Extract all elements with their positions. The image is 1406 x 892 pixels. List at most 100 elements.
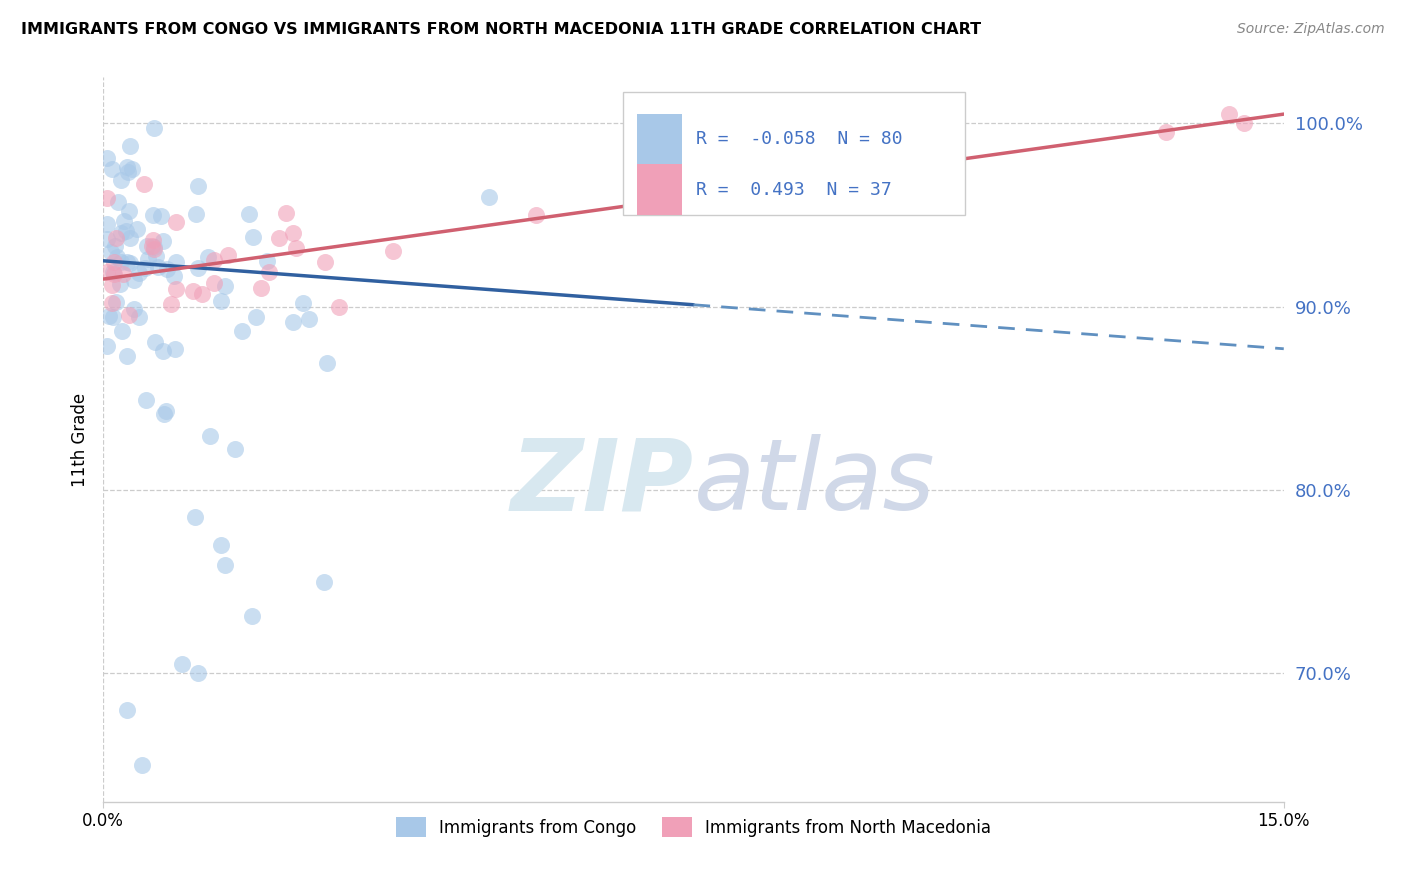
- Point: [143, 335, 166, 350]
- Point: [110, 173, 132, 187]
- Point: [118, 308, 141, 322]
- Point: [101, 265, 124, 279]
- Point: [240, 608, 263, 623]
- Point: [478, 189, 501, 203]
- Point: [143, 240, 166, 254]
- Point: [231, 324, 253, 338]
- Point: [105, 231, 128, 245]
- Point: [281, 315, 304, 329]
- Point: [214, 279, 236, 293]
- Point: [238, 207, 260, 221]
- Text: IMMIGRANTS FROM CONGO VS IMMIGRANTS FROM NORTH MACEDONIA 11TH GRADE CORRELATION : IMMIGRANTS FROM CONGO VS IMMIGRANTS FROM…: [21, 22, 981, 37]
- Point: [217, 248, 239, 262]
- Point: [160, 297, 183, 311]
- Point: [101, 277, 124, 292]
- Point: [105, 250, 128, 264]
- Point: [103, 310, 125, 325]
- Point: [97, 310, 120, 324]
- Point: [110, 227, 132, 241]
- Point: [314, 255, 336, 269]
- Point: [291, 295, 314, 310]
- Point: [183, 284, 205, 298]
- Point: [274, 206, 297, 220]
- Point: [96, 231, 118, 245]
- Point: [328, 300, 350, 314]
- Point: [149, 209, 172, 223]
- Point: [125, 221, 148, 235]
- Point: [382, 244, 405, 258]
- Point: [1218, 107, 1240, 121]
- Point: [118, 256, 141, 270]
- Point: [96, 151, 118, 165]
- Point: [155, 404, 177, 418]
- Point: [121, 162, 143, 177]
- Point: [135, 392, 157, 407]
- Point: [100, 245, 122, 260]
- Point: [96, 338, 118, 352]
- Text: atlas: atlas: [693, 434, 935, 532]
- Point: [96, 191, 118, 205]
- Point: [524, 208, 547, 222]
- Text: ZIP: ZIP: [510, 434, 693, 532]
- Point: [209, 293, 232, 308]
- Point: [117, 165, 139, 179]
- Point: [124, 302, 146, 317]
- Point: [202, 252, 225, 267]
- Text: R =  -0.058  N = 80: R = -0.058 N = 80: [696, 130, 903, 148]
- Point: [96, 264, 118, 278]
- Point: [249, 281, 271, 295]
- Point: [256, 254, 278, 268]
- Point: [761, 189, 783, 203]
- Point: [198, 428, 221, 442]
- Point: [120, 139, 142, 153]
- Point: [298, 312, 321, 326]
- Point: [134, 177, 156, 191]
- Bar: [637, 113, 682, 164]
- Point: [122, 273, 145, 287]
- Point: [101, 296, 124, 310]
- Point: [142, 208, 165, 222]
- Point: [242, 229, 264, 244]
- Point: [918, 171, 941, 186]
- Point: [115, 350, 138, 364]
- Point: [120, 230, 142, 244]
- Point: [1154, 125, 1177, 139]
- Point: [152, 408, 174, 422]
- Text: Source: ZipAtlas.com: Source: ZipAtlas.com: [1237, 22, 1385, 37]
- Point: [186, 261, 208, 276]
- Bar: [623, 92, 965, 215]
- Point: [187, 179, 209, 194]
- Point: [1233, 116, 1256, 130]
- Point: [202, 276, 225, 290]
- Point: [186, 207, 208, 221]
- Point: [163, 269, 186, 284]
- Point: [285, 241, 308, 255]
- Point: [187, 666, 209, 681]
- Point: [165, 282, 187, 296]
- Point: [281, 226, 304, 240]
- Point: [209, 538, 232, 552]
- Point: [134, 261, 156, 276]
- Point: [131, 758, 153, 772]
- Point: [110, 255, 132, 269]
- Point: [315, 356, 337, 370]
- Point: [142, 120, 165, 135]
- Point: [128, 266, 150, 280]
- Y-axis label: 11th Grade: 11th Grade: [72, 392, 89, 486]
- Point: [96, 217, 118, 231]
- Point: [170, 657, 193, 671]
- Point: [112, 267, 135, 281]
- Point: [312, 574, 335, 589]
- Point: [104, 239, 127, 253]
- Point: [163, 343, 186, 357]
- Point: [152, 234, 174, 248]
- Point: [112, 214, 135, 228]
- Point: [115, 255, 138, 269]
- Bar: [637, 164, 682, 215]
- Point: [142, 233, 165, 247]
- Point: [141, 238, 163, 252]
- Point: [110, 277, 132, 291]
- Point: [165, 255, 187, 269]
- Point: [152, 343, 174, 358]
- Point: [135, 238, 157, 252]
